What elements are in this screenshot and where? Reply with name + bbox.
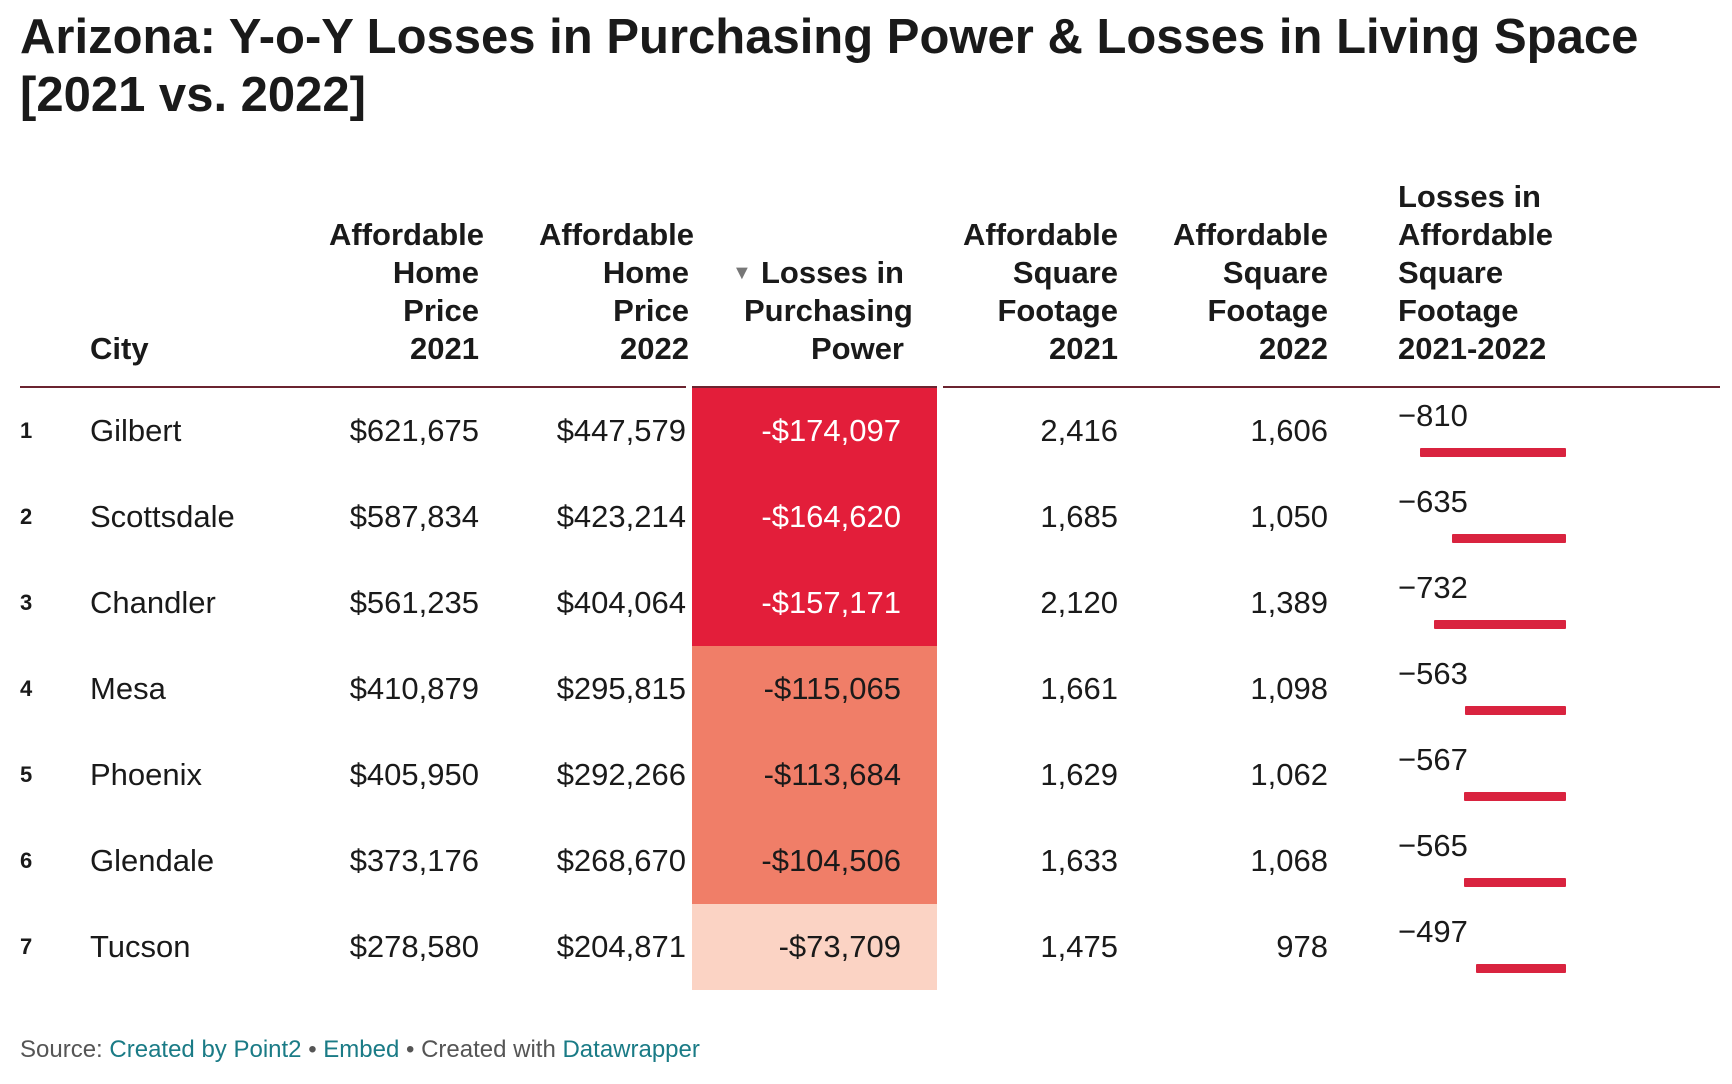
table-header-row: City Affordable Home Price 2021 Affordab… xyxy=(20,178,1720,388)
sqft-2022-cell: 1,068 xyxy=(1250,843,1328,878)
col-header-price-2021[interactable]: Affordable Home Price 2021 xyxy=(280,178,484,388)
sqft-2021-cell: 2,416 xyxy=(1040,413,1118,448)
sqft-2021-cell: 1,629 xyxy=(1040,757,1118,792)
rank-cell: 4 xyxy=(20,676,33,701)
loss-power-cell: -$115,065 xyxy=(686,646,943,732)
loss-sqft-cell: −810 xyxy=(1328,387,1720,474)
city-cell: Phoenix xyxy=(90,757,203,792)
price-2022-cell: $447,579 xyxy=(556,413,686,448)
loss-power-cell: -$157,171 xyxy=(686,560,943,646)
rank-cell: 2 xyxy=(20,504,33,529)
loss-sqft-cell: −563 xyxy=(1328,646,1720,732)
sqft-2021-cell: 1,685 xyxy=(1040,499,1118,534)
loss-sqft-bar xyxy=(1463,792,1566,801)
price-2022-cell: $268,670 xyxy=(556,843,686,878)
price-2021-cell: $561,235 xyxy=(349,585,479,620)
sqft-2021-cell: 1,633 xyxy=(1040,843,1118,878)
loss-power-cell: -$73,709 xyxy=(686,904,943,990)
rank-cell: 5 xyxy=(20,762,33,787)
table-row: 7 Tucson $278,580 $204,871 -$73,709 1,475 978 −… xyxy=(20,904,1720,990)
rank-cell: 6 xyxy=(20,848,33,873)
table-row: 5 Phoenix $405,950 $292,266 -$113,684 1,629 1,… xyxy=(20,732,1720,818)
price-2021-cell: $373,176 xyxy=(349,843,479,878)
loss-sqft-label: −565 xyxy=(1398,828,1468,863)
sqft-2022-cell: 1,050 xyxy=(1250,499,1328,534)
col-header-sqft-2021[interactable]: Affordable Square Footage 2021 xyxy=(940,178,1118,388)
loss-sqft-label: −810 xyxy=(1398,398,1468,433)
loss-sqft-label: −497 xyxy=(1398,914,1468,949)
price-2021-cell: $278,580 xyxy=(349,929,479,964)
footer-created-with: Created with xyxy=(421,1036,556,1063)
sqft-2022-cell: 1,062 xyxy=(1250,757,1328,792)
loss-sqft-cell: −497 xyxy=(1328,904,1720,990)
price-2021-cell: $410,879 xyxy=(349,671,479,706)
table-row: 4 Mesa $410,879 $295,815 -$115,065 1,661 1,098… xyxy=(20,646,1720,732)
city-cell: Mesa xyxy=(90,671,166,706)
sort-desc-icon[interactable]: ▼ xyxy=(732,262,752,284)
footer-source-link[interactable]: Created by Point2 xyxy=(109,1036,302,1063)
city-cell: Gilbert xyxy=(90,413,182,448)
loss-sqft-bar xyxy=(1434,620,1566,629)
loss-sqft-label: −732 xyxy=(1398,570,1468,605)
col-header-rank xyxy=(20,178,90,388)
table-row: 3 Chandler $561,235 $404,064 -$157,171 2,120 1… xyxy=(20,560,1720,646)
loss-sqft-label: −563 xyxy=(1398,656,1468,691)
loss-sqft-label: −635 xyxy=(1398,484,1468,519)
price-2022-cell: $292,266 xyxy=(556,757,686,792)
footer: Source: Created by Point2 • Embed • Crea… xyxy=(20,1036,700,1064)
loss-sqft-bar xyxy=(1464,706,1566,715)
sqft-2022-cell: 1,606 xyxy=(1250,413,1328,448)
price-2021-cell: $621,675 xyxy=(349,413,479,448)
col-header-price-2022[interactable]: Affordable Home Price 2022 xyxy=(479,178,694,388)
col-header-sqft-2022[interactable]: Affordable Square Footage 2022 xyxy=(1118,178,1328,388)
col-header-city[interactable]: City xyxy=(90,178,280,388)
price-2021-cell: $587,834 xyxy=(349,499,479,534)
city-cell: Glendale xyxy=(90,843,215,878)
sqft-2021-cell: 1,475 xyxy=(1040,929,1118,964)
footer-separator: • xyxy=(308,1036,317,1063)
rank-cell: 3 xyxy=(20,590,33,615)
price-2021-cell: $405,950 xyxy=(349,757,479,792)
loss-sqft-cell: −732 xyxy=(1328,560,1720,646)
rank-cell: 7 xyxy=(20,934,33,959)
table-row: 2 Scottsdale $587,834 $423,214 -$164,620 1,68… xyxy=(20,474,1720,560)
sqft-2022-cell: 978 xyxy=(1276,929,1328,964)
loss-power-cell: -$113,684 xyxy=(686,732,943,818)
loss-sqft-bar xyxy=(1420,448,1566,457)
sqft-2022-cell: 1,098 xyxy=(1250,671,1328,706)
loss-sqft-cell: −565 xyxy=(1328,818,1720,904)
col-header-loss-sqft[interactable]: Losses in Affordable Square Footage 2021… xyxy=(1328,178,1720,388)
loss-sqft-bar xyxy=(1451,534,1566,543)
price-2022-cell: $404,064 xyxy=(556,585,686,620)
city-cell: Chandler xyxy=(90,585,216,620)
loss-sqft-cell: −567 xyxy=(1328,732,1720,818)
footer-datawrapper-link[interactable]: Datawrapper xyxy=(562,1036,700,1063)
sqft-2022-cell: 1,389 xyxy=(1250,585,1328,620)
footer-embed-link[interactable]: Embed xyxy=(323,1036,400,1063)
footer-separator: • xyxy=(405,1036,415,1063)
loss-sqft-bar xyxy=(1464,878,1566,887)
price-2022-cell: $204,871 xyxy=(556,929,686,964)
loss-power-cell: -$104,506 xyxy=(686,818,943,904)
loss-sqft-label: −567 xyxy=(1398,742,1468,777)
table-row: 6 Glendale $373,176 $268,670 -$104,506 1,633 1… xyxy=(20,818,1720,904)
city-cell: Tucson xyxy=(90,929,191,964)
footer-source-label: Source: xyxy=(20,1036,103,1063)
city-cell: Scottsdale xyxy=(90,499,235,534)
sqft-2021-cell: 2,120 xyxy=(1040,585,1118,620)
data-table: City Affordable Home Price 2021 Affordab… xyxy=(20,178,1720,990)
loss-power-cell: -$164,620 xyxy=(686,474,943,560)
col-header-loss-power[interactable]: ▼ Losses in Purchasing Power xyxy=(689,178,940,388)
price-2022-cell: $295,815 xyxy=(556,671,686,706)
price-2022-cell: $423,214 xyxy=(556,499,686,534)
loss-sqft-cell: −635 xyxy=(1328,474,1720,560)
chart-title: Arizona: Y-o-Y Losses in Purchasing Powe… xyxy=(20,10,1639,122)
loss-sqft-bar xyxy=(1476,964,1566,973)
sqft-2021-cell: 1,661 xyxy=(1040,671,1118,706)
table-row: 1 Gilbert $621,675 $447,579 -$174,097 2,416 1,… xyxy=(20,387,1720,474)
loss-power-cell: -$174,097 xyxy=(686,387,943,474)
rank-cell: 1 xyxy=(20,418,33,443)
